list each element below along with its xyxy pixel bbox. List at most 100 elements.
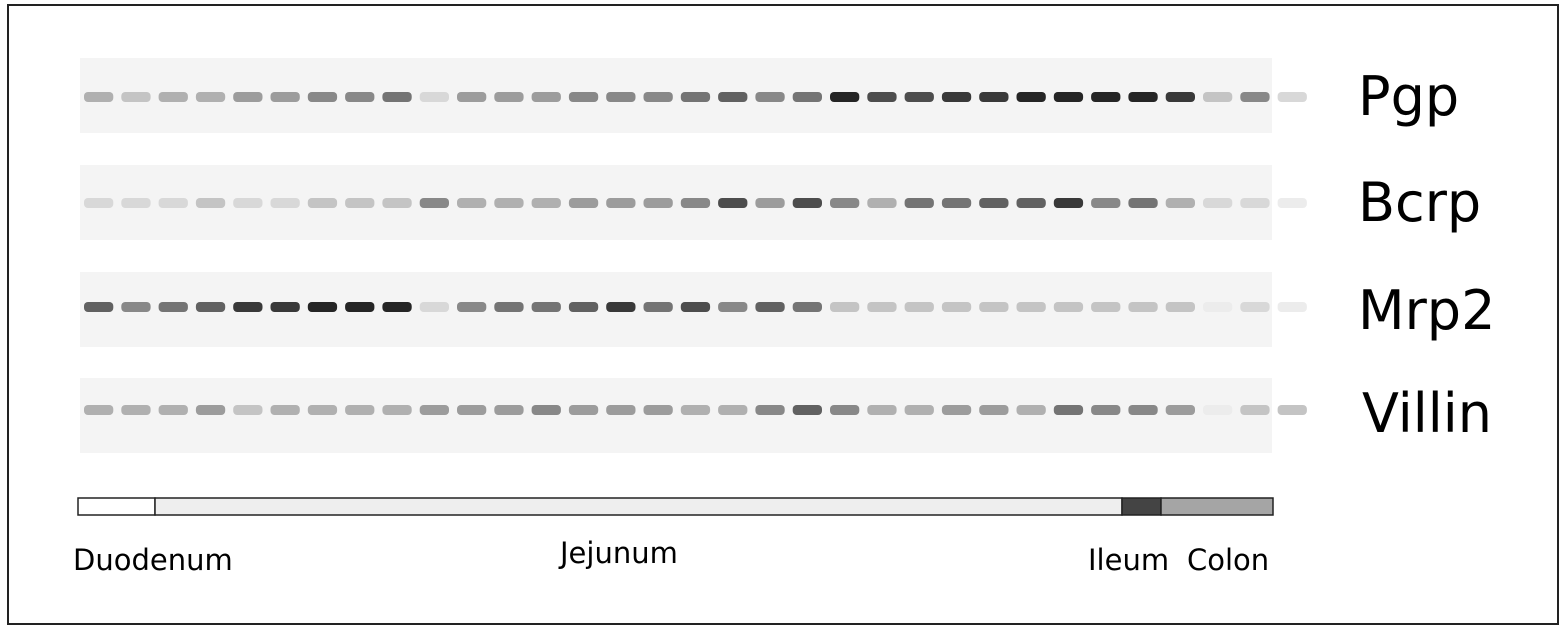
band bbox=[531, 405, 561, 415]
band bbox=[830, 92, 860, 102]
band bbox=[680, 198, 711, 208]
band bbox=[233, 405, 263, 415]
band bbox=[1128, 92, 1158, 102]
band bbox=[643, 405, 673, 415]
band bbox=[718, 198, 748, 208]
band bbox=[270, 405, 300, 415]
band bbox=[158, 302, 188, 312]
band bbox=[568, 92, 599, 102]
band bbox=[195, 405, 226, 415]
band bbox=[979, 92, 1009, 102]
band bbox=[307, 198, 338, 208]
band bbox=[1277, 198, 1307, 208]
band bbox=[195, 302, 226, 312]
band bbox=[979, 302, 1009, 312]
band bbox=[1091, 302, 1121, 312]
band bbox=[1091, 92, 1121, 102]
band bbox=[1165, 405, 1195, 415]
band bbox=[1165, 198, 1195, 208]
band bbox=[904, 405, 934, 415]
band bbox=[979, 405, 1009, 415]
band bbox=[270, 302, 300, 312]
band bbox=[233, 92, 263, 102]
band bbox=[830, 405, 860, 415]
band bbox=[867, 92, 897, 102]
band bbox=[419, 405, 449, 415]
band bbox=[1053, 198, 1084, 208]
band bbox=[568, 302, 599, 312]
band bbox=[1053, 302, 1084, 312]
band bbox=[233, 198, 263, 208]
band bbox=[121, 92, 151, 102]
band bbox=[1128, 302, 1158, 312]
band bbox=[270, 198, 300, 208]
region-label: Colon bbox=[1187, 543, 1269, 577]
band bbox=[941, 92, 972, 102]
band bbox=[158, 198, 188, 208]
band bbox=[345, 405, 375, 415]
band bbox=[830, 302, 860, 312]
band bbox=[195, 198, 226, 208]
band bbox=[941, 405, 972, 415]
band bbox=[830, 198, 860, 208]
band bbox=[345, 198, 375, 208]
band bbox=[680, 92, 711, 102]
band bbox=[979, 198, 1009, 208]
band bbox=[121, 302, 151, 312]
band bbox=[792, 302, 822, 312]
blot-label: Bcrp bbox=[1358, 171, 1481, 234]
band bbox=[1053, 92, 1084, 102]
band bbox=[345, 92, 375, 102]
band bbox=[1016, 302, 1046, 312]
band bbox=[345, 302, 375, 312]
band bbox=[1016, 92, 1046, 102]
band bbox=[718, 405, 748, 415]
band bbox=[494, 302, 524, 312]
band bbox=[1277, 92, 1307, 102]
band bbox=[904, 198, 934, 208]
band bbox=[494, 198, 524, 208]
band bbox=[1203, 405, 1233, 415]
band bbox=[84, 405, 114, 415]
band bbox=[195, 92, 226, 102]
band bbox=[792, 92, 822, 102]
band bbox=[792, 198, 822, 208]
band bbox=[643, 92, 673, 102]
band bbox=[531, 198, 561, 208]
band bbox=[1128, 198, 1158, 208]
band bbox=[1203, 302, 1233, 312]
band bbox=[1240, 302, 1270, 312]
band bbox=[457, 92, 487, 102]
band bbox=[755, 92, 785, 102]
band bbox=[158, 92, 188, 102]
band bbox=[643, 302, 673, 312]
band bbox=[382, 198, 412, 208]
band bbox=[680, 302, 711, 312]
band bbox=[457, 198, 487, 208]
blot-images bbox=[80, 58, 1307, 453]
band bbox=[755, 198, 785, 208]
band bbox=[419, 198, 449, 208]
band bbox=[643, 198, 673, 208]
band bbox=[270, 92, 300, 102]
band bbox=[457, 405, 487, 415]
band bbox=[568, 405, 599, 415]
band bbox=[233, 302, 263, 312]
band bbox=[1277, 405, 1307, 415]
colon-segment bbox=[1160, 497, 1274, 516]
band bbox=[941, 198, 972, 208]
blot-label: Pgp bbox=[1358, 65, 1459, 128]
band bbox=[606, 405, 636, 415]
band bbox=[84, 198, 114, 208]
band bbox=[755, 405, 785, 415]
band bbox=[84, 92, 114, 102]
band bbox=[680, 405, 711, 415]
band bbox=[531, 302, 561, 312]
band bbox=[1277, 302, 1307, 312]
band bbox=[867, 198, 897, 208]
band bbox=[1203, 92, 1233, 102]
band bbox=[606, 302, 636, 312]
band bbox=[1240, 92, 1270, 102]
band bbox=[867, 405, 897, 415]
band bbox=[941, 302, 972, 312]
